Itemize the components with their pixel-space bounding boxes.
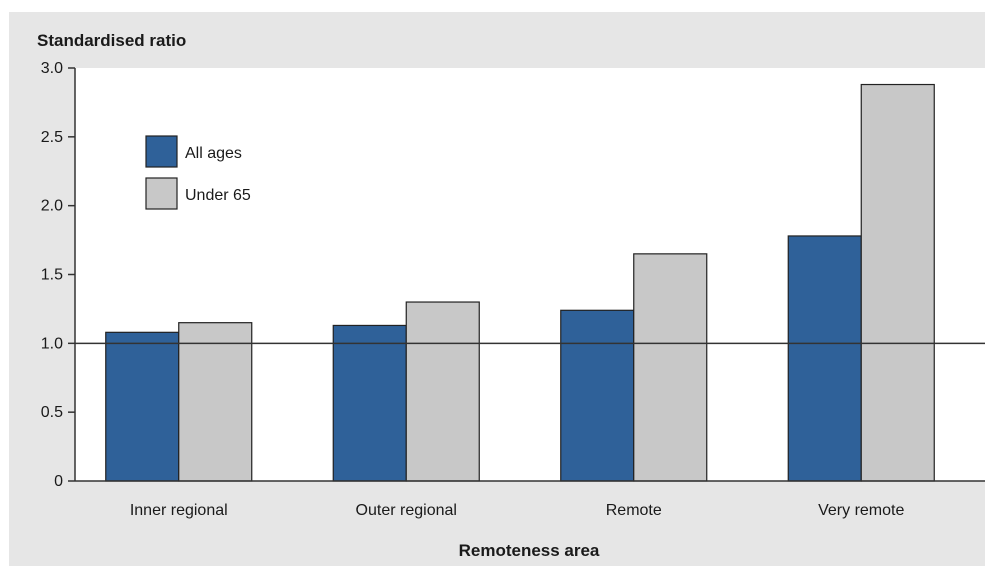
bar-under-65-inner-regional — [178, 322, 253, 482]
x-tick-label: Very remote — [818, 502, 904, 519]
x-tick-label: Outer regional — [356, 502, 457, 519]
y-tick-label: 0 — [54, 473, 63, 490]
bar-all-ages-very-remote — [787, 235, 862, 482]
y-tick-label: 2.5 — [41, 129, 63, 146]
y-tick-label: 3.0 — [41, 60, 63, 77]
x-tick-label: Inner regional — [130, 502, 228, 519]
x-axis-label: Remoteness area — [459, 541, 600, 560]
legend-swatch-under-65 — [145, 177, 178, 210]
legend: All ages Under 65 — [145, 135, 251, 210]
y-tick-label: 0.5 — [41, 404, 63, 421]
bar-under-65-remote — [633, 253, 708, 482]
bar-under-65-very-remote — [860, 83, 935, 482]
y-tick-label: 2.0 — [41, 198, 63, 215]
y-axis: 0 0.5 1.0 1.5 2.0 2.5 3.0 — [41, 60, 75, 490]
bar-under-65-outer-regional — [405, 301, 480, 482]
legend-label: All ages — [185, 145, 242, 162]
bar-all-ages-outer-regional — [332, 324, 407, 482]
y-axis-label: Standardised ratio — [37, 31, 186, 50]
chart-frame: Standardised ratio 0 0.5 1.0 1.5 2.0 2.5 3.0 I… — [9, 12, 985, 566]
x-axis: Inner regional Outer regional Remote Very r… — [130, 502, 905, 519]
x-tick-label: Remote — [606, 502, 662, 519]
legend-swatch-all-ages — [145, 135, 178, 168]
y-tick-label: 1.5 — [41, 267, 63, 284]
y-tick-label: 1.0 — [41, 335, 63, 352]
legend-label: Under 65 — [185, 187, 251, 204]
bar-all-ages-inner-regional — [105, 331, 180, 482]
bar-all-ages-remote — [560, 309, 635, 482]
bar-chart: Standardised ratio 0 0.5 1.0 1.5 2.0 2.5 3.0 I… — [37, 31, 985, 560]
